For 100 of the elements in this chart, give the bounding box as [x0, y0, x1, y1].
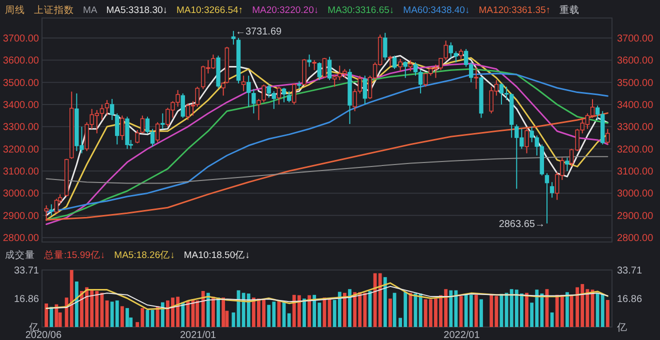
bar	[480, 299, 483, 327]
bar	[388, 298, 392, 327]
candlestick	[135, 130, 140, 144]
bar	[186, 300, 190, 327]
y2-tick-label: 3400.00	[617, 100, 654, 111]
bar	[343, 292, 346, 327]
candlestick	[276, 86, 282, 105]
bar	[222, 298, 226, 327]
candlestick	[474, 66, 478, 90]
y-tick-label: 3600.00	[2, 56, 40, 67]
candlestick	[44, 204, 48, 222]
bar	[287, 313, 291, 327]
candlestick	[231, 30, 236, 46]
candlestick	[524, 128, 529, 154]
candlestick	[150, 128, 155, 148]
candlestick	[104, 100, 110, 116]
y-tick-label: 16.86	[14, 294, 40, 305]
candlestick	[398, 58, 402, 72]
candlestick	[252, 88, 256, 114]
candlestick	[448, 42, 453, 58]
candlestick	[454, 50, 458, 63]
candlestick	[388, 55, 392, 68]
bar	[302, 298, 306, 327]
candlestick	[565, 157, 570, 172]
bar	[418, 294, 422, 327]
candlestick	[155, 122, 160, 143]
chart-title: 上证指数	[34, 4, 74, 16]
candlestick	[550, 182, 554, 198]
candlestick	[292, 82, 296, 105]
bar	[308, 295, 311, 327]
y-tick-label: 3700.00	[2, 33, 40, 44]
bar	[566, 292, 569, 327]
bar	[232, 312, 236, 327]
candlestick	[312, 60, 316, 71]
bar	[449, 290, 453, 327]
bar	[44, 303, 48, 327]
text: MA60:3438.40↓	[403, 5, 470, 16]
y-tick-label: 3000.00	[2, 188, 40, 200]
y-tick-label: 2900.00	[2, 210, 40, 222]
y-tick-label: 3500.00	[2, 78, 40, 89]
y2-tick-label: 16.86	[617, 294, 642, 305]
chart-subtitle: 周线	[5, 4, 25, 16]
x-tick-label: 2022/01	[444, 330, 480, 340]
bar	[348, 289, 352, 327]
text: MA5:3318.30↓	[106, 5, 168, 16]
text: MA20:3220.20↓	[252, 5, 319, 16]
y-tick-label: 3300.00	[2, 122, 40, 134]
line-series	[46, 112, 608, 221]
candlestick	[458, 48, 464, 60]
y-tick-label: 2800.00	[2, 233, 40, 244]
bar	[126, 308, 129, 327]
candlestick	[180, 92, 185, 118]
candlestick	[145, 116, 150, 134]
y-tick-label: 3400.00	[2, 100, 40, 111]
candlestick	[317, 62, 322, 81]
candlestick	[530, 126, 534, 143]
candlestick	[544, 172, 550, 224]
legend-title: MA	[83, 5, 98, 16]
bar	[206, 292, 210, 327]
candlestick	[115, 112, 120, 145]
candlestick	[160, 112, 165, 130]
candlestick	[282, 87, 286, 103]
y2-tick-label: 3000.00	[617, 188, 654, 200]
bar	[54, 304, 58, 327]
y2-tick-label: 2800.00	[617, 233, 654, 244]
y2-tick-label: 3200.00	[617, 144, 654, 156]
bar	[383, 277, 387, 327]
text: MA10:3266.54↑	[176, 5, 244, 16]
bar	[160, 302, 164, 327]
candlestick	[606, 128, 610, 145]
y2-tick-label: 3700.00	[617, 33, 654, 44]
bar	[74, 282, 78, 327]
text: 重载	[560, 4, 580, 16]
candlestick	[54, 198, 59, 214]
bar	[181, 302, 185, 327]
bar	[525, 292, 528, 327]
candlestick	[49, 204, 54, 216]
bar	[196, 300, 200, 327]
text: MA120:3361.35↑	[478, 5, 551, 16]
text: MA5:18.26亿↓	[114, 250, 175, 261]
y-tick-label: 3100.00	[2, 166, 40, 178]
annotation: ←3731.69	[235, 26, 282, 38]
bar	[606, 300, 610, 327]
bar	[212, 296, 215, 327]
series-label: 总量:15.99亿↓	[43, 249, 106, 261]
bar	[378, 273, 382, 327]
candlestick	[392, 55, 397, 70]
candlestick	[362, 75, 368, 105]
candlestick	[241, 75, 246, 92]
x-tick-label: 2021/01	[180, 330, 217, 340]
text: MA30:3316.65↓	[328, 5, 394, 16]
y2-tick-label: 3600.00	[617, 56, 654, 67]
x-tick-label: 2020/06	[25, 330, 62, 340]
annotation: 2863.65→	[498, 218, 545, 230]
candlestick	[307, 54, 312, 68]
candlestick	[327, 56, 332, 81]
candlestick	[403, 60, 408, 78]
y2-tick-label: 3300.00	[617, 122, 654, 134]
chart-title: 成交量	[5, 249, 35, 261]
bar	[201, 290, 205, 327]
